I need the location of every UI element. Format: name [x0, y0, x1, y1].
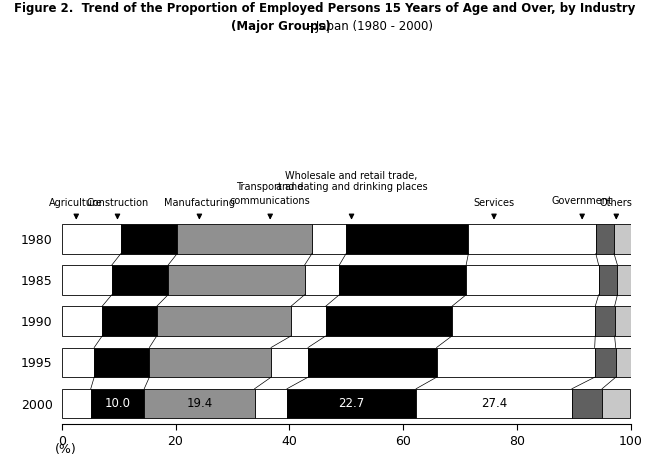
Bar — [614, 224, 630, 254]
Bar — [572, 389, 602, 419]
Text: 19.4: 19.4 — [187, 397, 213, 410]
Text: (Major Groups): (Major Groups) — [231, 20, 330, 33]
Text: 22.7: 22.7 — [339, 397, 365, 410]
Bar — [157, 306, 291, 336]
Text: Figure 2.  Trend of the Proportion of Employed Persons 15 Years of Age and Over,: Figure 2. Trend of the Proportion of Emp… — [14, 2, 636, 15]
Text: Services: Services — [473, 198, 515, 208]
Bar — [305, 265, 339, 295]
Bar — [602, 389, 630, 419]
Bar — [177, 224, 312, 254]
Text: Agriculture: Agriculture — [49, 198, 103, 208]
Bar — [339, 265, 466, 295]
Bar — [346, 224, 469, 254]
Text: Wholesale and retail trade,: Wholesale and retail trade, — [285, 171, 418, 181]
Bar — [291, 306, 326, 336]
Bar — [616, 347, 630, 377]
Bar — [615, 306, 630, 336]
Bar — [287, 389, 416, 419]
Text: communications: communications — [230, 196, 311, 206]
Text: and eating and drinking places: and eating and drinking places — [276, 182, 427, 191]
Bar — [452, 306, 595, 336]
Bar — [112, 265, 168, 295]
Bar — [62, 389, 91, 419]
Bar — [595, 347, 616, 377]
Bar — [312, 224, 346, 254]
Bar — [469, 224, 596, 254]
Bar — [326, 306, 452, 336]
Text: Government: Government — [552, 196, 612, 206]
Bar — [416, 389, 572, 419]
Text: Manufacturing: Manufacturing — [164, 198, 235, 208]
Bar — [437, 347, 595, 377]
Bar — [102, 306, 157, 336]
Bar — [168, 265, 305, 295]
Bar — [466, 265, 599, 295]
Bar — [62, 347, 94, 377]
Text: (%): (%) — [55, 443, 77, 456]
Bar — [94, 347, 150, 377]
Bar — [308, 347, 437, 377]
Text: Transport and: Transport and — [237, 182, 304, 191]
Bar — [595, 306, 615, 336]
Bar — [618, 265, 630, 295]
Bar — [596, 224, 614, 254]
Bar — [91, 389, 144, 419]
Text: 10.0: 10.0 — [105, 397, 131, 410]
Text: Construction: Construction — [86, 198, 149, 208]
Text: - Japan (1980 - 2000): - Japan (1980 - 2000) — [304, 20, 432, 33]
Text: 27.4: 27.4 — [481, 397, 507, 410]
Bar — [144, 389, 255, 419]
Bar — [150, 347, 271, 377]
Bar — [62, 306, 102, 336]
Bar — [599, 265, 617, 295]
Text: Others: Others — [600, 198, 632, 208]
Bar — [255, 389, 287, 419]
Bar — [121, 224, 177, 254]
Bar — [62, 265, 112, 295]
Bar — [271, 347, 308, 377]
Bar — [62, 224, 121, 254]
